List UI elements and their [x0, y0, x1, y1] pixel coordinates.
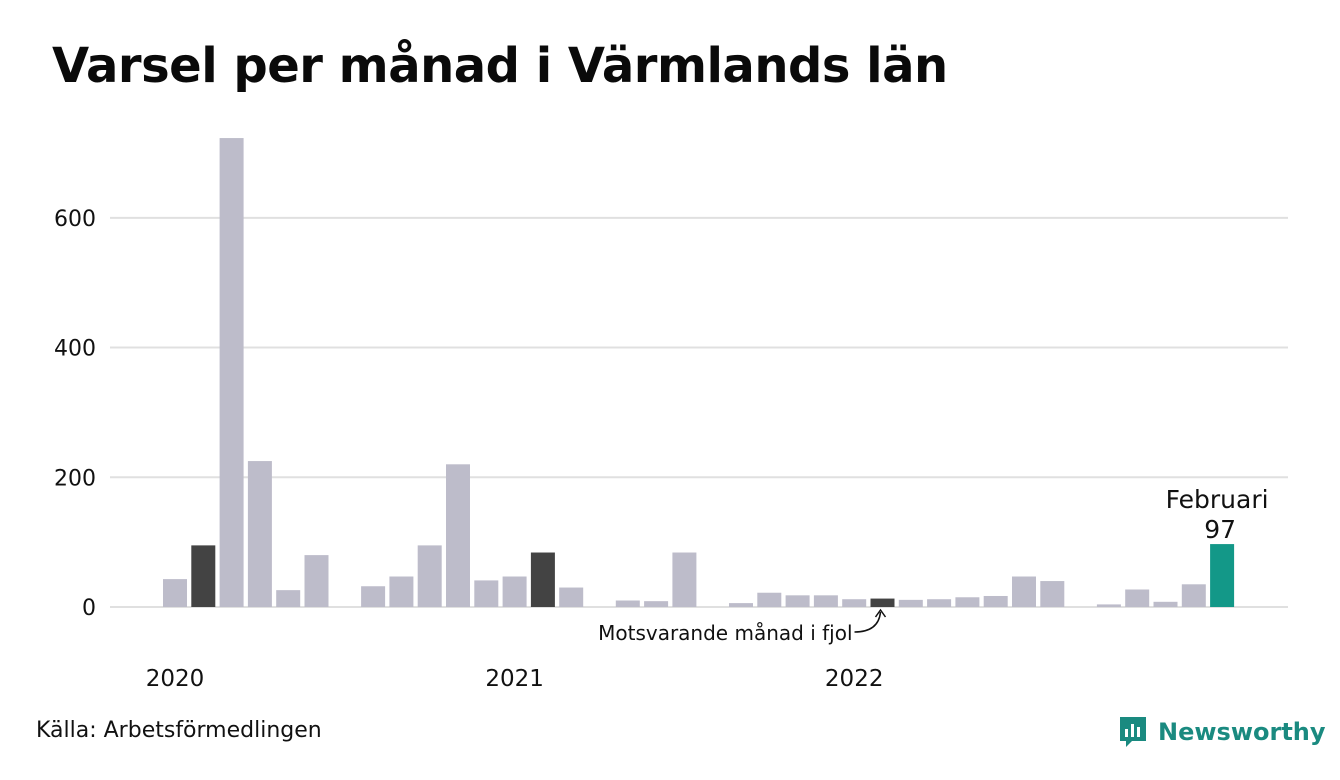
bar-27 — [927, 599, 952, 607]
bar-34 — [1125, 589, 1150, 607]
bar-26 — [898, 599, 923, 607]
bar-28 — [955, 597, 980, 607]
bar-4 — [276, 590, 301, 607]
bar-36 — [1181, 584, 1206, 607]
bar-13 — [530, 552, 555, 607]
brand-logo: Newsworthy — [1118, 714, 1326, 750]
bar-3 — [247, 461, 272, 607]
annotation-arrowhead — [874, 608, 887, 618]
brand-name: Newsworthy — [1158, 718, 1326, 746]
bar-0 — [163, 579, 187, 607]
bar-25 — [870, 598, 895, 607]
y-tick-label: 600 — [54, 207, 96, 232]
current-value-label: 97 — [1204, 515, 1236, 544]
bar-5 — [304, 555, 329, 607]
bar-24 — [842, 599, 867, 607]
bar-12 — [502, 576, 527, 607]
bar-31 — [1040, 581, 1065, 607]
current-month-label: Februari — [1166, 485, 1269, 514]
bar-21 — [757, 592, 782, 607]
bar-37 — [1210, 544, 1235, 607]
bar-1 — [191, 545, 216, 607]
y-tick-label: 200 — [54, 466, 96, 491]
bar-11 — [474, 580, 499, 607]
source-note: Källa: Arbetsförmedlingen — [36, 718, 322, 743]
annotation-arrow — [854, 611, 882, 633]
bar-14 — [559, 587, 584, 607]
x-year-label-2021: 2021 — [485, 666, 544, 692]
bar-17 — [644, 601, 669, 607]
bar-29 — [983, 595, 1008, 607]
bar-18 — [672, 552, 697, 607]
bar-20 — [729, 603, 753, 607]
bar-8 — [389, 576, 414, 607]
x-axis-year-labels: 2020 2021 2022 — [146, 666, 884, 692]
bars — [163, 138, 1235, 607]
bar-16 — [615, 600, 640, 607]
chart-title: Varsel per månad i Värmlands län — [52, 38, 948, 94]
bar-10 — [446, 464, 470, 607]
bar-7 — [361, 586, 386, 607]
x-year-label-2020: 2020 — [146, 666, 205, 692]
bar-9 — [417, 545, 442, 607]
annotation-text: Motsvarande månad i fjol — [598, 621, 852, 645]
y-tick-label: 0 — [82, 596, 96, 621]
bar-23 — [813, 595, 838, 607]
y-tick-label: 400 — [54, 337, 96, 362]
newsworthy-logo-icon — [1120, 717, 1146, 747]
x-year-label-2022: 2022 — [825, 666, 884, 692]
bar-22 — [785, 595, 810, 607]
bar-35 — [1153, 601, 1178, 607]
bar-30 — [1012, 576, 1036, 607]
y-axis-ticks: 0 200 400 600 — [54, 207, 96, 621]
gridlines — [110, 216, 1288, 608]
bar-33 — [1096, 604, 1121, 607]
bar-2 — [219, 138, 244, 607]
